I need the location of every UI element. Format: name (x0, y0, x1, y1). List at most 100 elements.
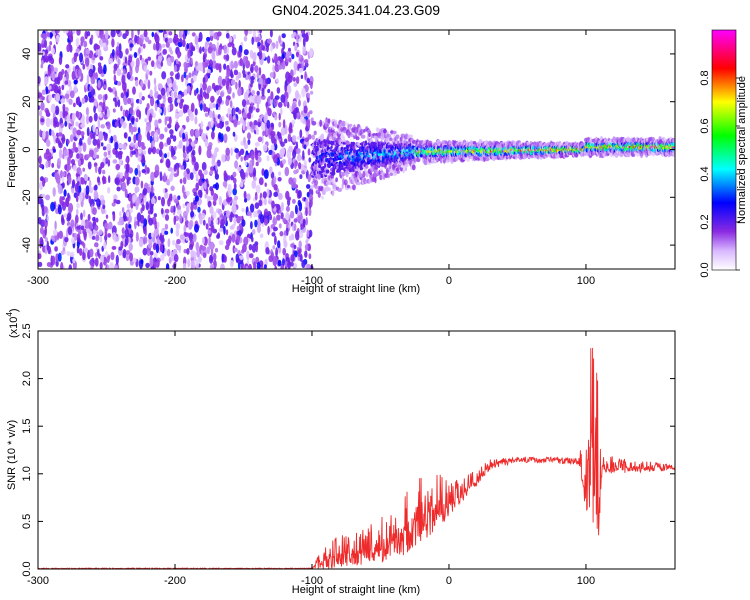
spectrogram-cell (206, 126, 210, 131)
spectrogram-cell (278, 112, 281, 121)
spectrogram-cell (277, 101, 283, 108)
spectrogram-cell (67, 114, 71, 124)
spectrogram-cell (132, 86, 136, 95)
spectrogram-cell (229, 100, 233, 109)
spectrogram-cell (149, 89, 153, 97)
spectrogram-cell (177, 51, 181, 59)
spectrogram-cell (64, 120, 68, 127)
spectrogram-cell (138, 47, 141, 54)
spectrogram-cell (397, 164, 402, 170)
spectrogram-cell (131, 117, 135, 125)
spectrogram-cell (73, 52, 78, 63)
spectrogram-cell (183, 224, 187, 234)
spectrogram-cell (75, 110, 80, 118)
spectrogram-cell (142, 150, 147, 156)
spectrogram-cell (49, 41, 53, 46)
spectrogram-cell (255, 36, 261, 43)
spectrogram-cell (257, 136, 263, 143)
spectrogram-cell (152, 140, 155, 148)
spectrogram-cell (142, 247, 148, 256)
spectrogram-cell (170, 205, 174, 212)
spectrogram-cell (377, 153, 382, 157)
spectrogram-cell (242, 55, 247, 65)
spectrogram-cell (331, 178, 335, 184)
spectrogram-cell (164, 33, 168, 38)
spectrogram-cell (51, 236, 56, 242)
spectrogram-cell (199, 103, 203, 111)
spectrogram-cell (259, 30, 263, 34)
spectrogram-cell (68, 202, 74, 213)
spectrogram-cell (55, 137, 60, 144)
spectrogram-cell (250, 83, 253, 88)
spectrogram-cell (64, 93, 70, 99)
spectrogram-cell (278, 193, 283, 200)
spectrogram-cell (245, 60, 251, 69)
spectrogram-cell (154, 119, 159, 128)
spectrogram-cell (148, 217, 154, 226)
spectrogram-cell (247, 132, 251, 140)
spectrogram-cell (263, 264, 267, 269)
spectrogram-cell (218, 46, 222, 55)
spectrogram-cell (257, 94, 262, 105)
spectrogram-cell (294, 160, 297, 170)
spectrogram-cell (164, 214, 170, 221)
spectrogram-cell (169, 71, 174, 77)
spectrogram-cell (150, 96, 155, 107)
spectrogram-cell (223, 133, 228, 144)
spectrogram-cell (319, 122, 322, 127)
spectrogram-cell (265, 78, 270, 85)
spectrogram-cell (178, 110, 184, 117)
spectrogram-cell (134, 186, 140, 193)
spectrogram-cell (233, 177, 237, 184)
spectrogram-cell (125, 91, 129, 99)
spectrogram-cell (82, 167, 86, 172)
spectrogram-cell (48, 85, 52, 90)
spectrogram-cell (237, 166, 242, 172)
spectrogram-cell (44, 76, 49, 85)
spectrogram-cell (246, 250, 250, 261)
spectrogram-cell (98, 131, 104, 142)
spectrogram-cell (203, 103, 207, 113)
spectrogram-cell (86, 31, 91, 37)
spectrogram-cell (103, 64, 107, 75)
spectrogram-cell (118, 43, 122, 53)
spectrogram-cell (133, 122, 137, 127)
spectrogram-cell (307, 111, 310, 119)
spectrogram-cell (96, 176, 101, 183)
spectrogram-cell (106, 143, 112, 152)
spectrogram-cell (256, 262, 261, 269)
spectrogram-cell (97, 79, 101, 88)
spectrogram-cell (172, 135, 177, 142)
spectrogram-cell (116, 68, 122, 76)
spectrogram-cell (257, 209, 261, 215)
spectrogram-cell (95, 234, 100, 242)
spectrogram-cell (233, 114, 236, 120)
spectrogram-cell (196, 66, 200, 71)
spectrogram-cell (107, 159, 111, 167)
spectrogram-cell (138, 99, 142, 104)
spectrogram-cell (365, 171, 369, 178)
spectrogram-cell (236, 234, 241, 243)
spectrogram-cell (307, 148, 311, 156)
spectrogram-cell (39, 181, 43, 191)
spectrogram-cell (184, 30, 188, 37)
spectrogram-cell (285, 205, 290, 212)
spectrogram-cell (324, 163, 327, 169)
spectrogram-cell (125, 235, 129, 246)
spectrogram-cell (270, 91, 274, 101)
spectrogram-cell (52, 83, 57, 92)
spectrogram-cell (49, 32, 53, 38)
spectrogram-cell (169, 129, 174, 135)
spectrogram-cell (182, 145, 186, 154)
spectrogram-cell (122, 121, 127, 129)
spectrogram-cell (238, 79, 241, 89)
spectrogram-cell (292, 198, 296, 204)
spectrogram-cell (144, 195, 147, 204)
spectrogram-cell (169, 103, 174, 112)
spectrogram-cell (225, 32, 230, 39)
spectrogram-cell (254, 194, 258, 200)
spectrogram-cell (290, 254, 295, 262)
spectrogram-cell (140, 259, 144, 265)
spectrogram-cell (223, 54, 227, 60)
spectrogram-cell (97, 94, 103, 100)
